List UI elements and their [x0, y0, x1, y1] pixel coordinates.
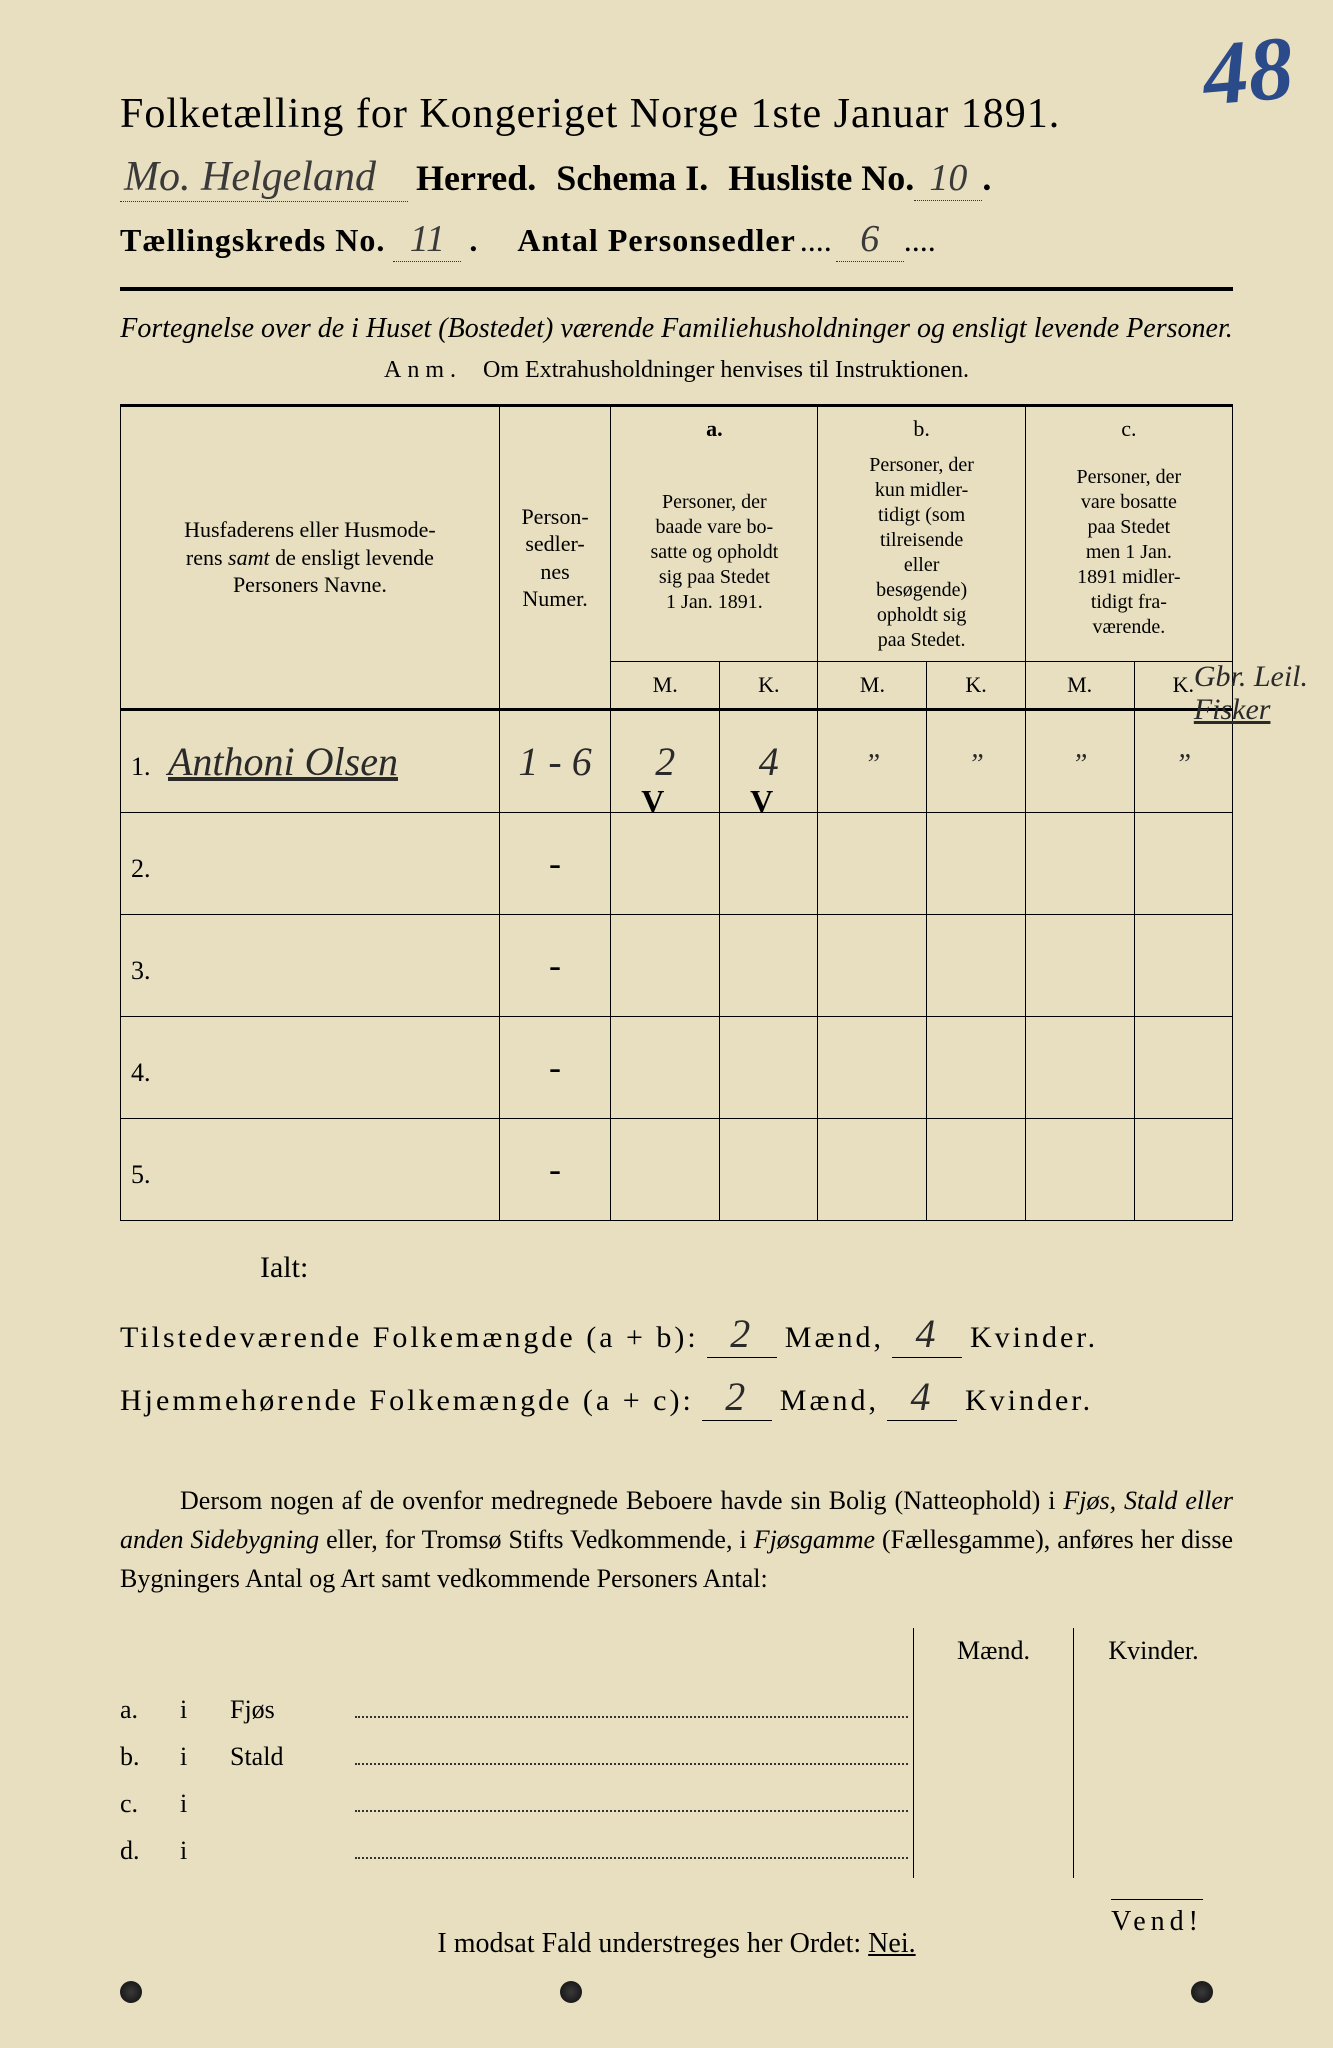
col-c-m: M. — [1025, 661, 1134, 709]
herred-value: Mo. Helgeland — [120, 153, 408, 202]
row2-m: 2 — [702, 1373, 772, 1421]
col-a-k: K. — [720, 661, 818, 709]
page-number-handwritten: 48 — [1199, 16, 1298, 126]
anm-note: Anm. Om Extrahusholdninger henvises til … — [120, 357, 1233, 384]
col-a-label: a. — [706, 416, 723, 441]
totals-section: Ialt: Tilstedeværende Folkemængde (a + b… — [120, 1251, 1233, 1421]
table-row: 3. - — [121, 914, 1233, 1016]
personsedler-label: Antal Personsedler — [517, 222, 795, 259]
header-line-kreds: Tællingskreds No. 11 . Antal Personsedle… — [120, 217, 1233, 262]
margin-note-line2: Fisker — [1194, 693, 1308, 726]
kreds-label: Tællingskreds No. — [120, 222, 385, 259]
divider — [120, 287, 1233, 291]
anm-label: Anm. — [384, 357, 462, 383]
table-row: 4. - — [121, 1016, 1233, 1118]
kvinder-label: Kvinder. — [970, 1321, 1098, 1355]
col-b-label: b. — [913, 416, 930, 441]
kvinder-label: Kvinder. — [965, 1384, 1093, 1418]
punch-hole — [120, 1981, 142, 2003]
row2-k: 4 — [887, 1373, 957, 1421]
kreds-value: 11 — [393, 217, 461, 262]
maend-label: Mænd, — [780, 1384, 879, 1418]
table-row: 1. Anthoni Olsen 1 - 6 2V 4V ” ” ” ” — [121, 709, 1233, 812]
total-present-row: Tilstedeværende Folkemængde (a + b): 2 M… — [120, 1310, 1233, 1358]
nej-word: Nei. — [868, 1928, 915, 1959]
col-c-header: Personer, dervare bosattepaa Stedetmen 1… — [1077, 466, 1182, 638]
modsat-text: I modsat Fald understreges her Ordet: — [437, 1928, 861, 1959]
col-name-header: Husfaderens eller Husmode-rens samt de e… — [184, 517, 436, 597]
sidebuilding-rows: a. i Fjøs b. i Stald c. i d. i — [120, 1628, 913, 1878]
husliste-value: 10 — [914, 156, 982, 201]
maend-label: Mænd, — [785, 1321, 884, 1355]
sidebuilding-mk-cols: Mænd. Kvinder. — [913, 1628, 1233, 1878]
sidebuild-row: b. i Stald — [120, 1737, 913, 1772]
header-line-herred: Mo. Helgeland Herred. Schema I. Husliste… — [120, 153, 1233, 202]
row1-k: 4 — [892, 1310, 962, 1358]
col-a-m: M. — [611, 661, 720, 709]
margin-note-line1: Gbr. Leil. — [1194, 660, 1308, 693]
punch-hole — [1191, 1981, 1213, 2003]
sb-maend-header: Mænd. — [914, 1628, 1073, 1706]
col-b-m: M. — [818, 661, 927, 709]
col-c-label: c. — [1121, 416, 1136, 441]
table-row: 5. - — [121, 1118, 1233, 1220]
household-table: Husfaderens eller Husmode-rens samt de e… — [120, 404, 1233, 1221]
sb-kvinder-header: Kvinder. — [1074, 1628, 1233, 1706]
sidebuilding-table: a. i Fjøs b. i Stald c. i d. i Mænd. Kvi… — [120, 1628, 1233, 1878]
anm-text: Om Extrahusholdninger henvises til Instr… — [483, 357, 969, 383]
personsedler-value: 6 — [836, 217, 904, 262]
col-b-k: K. — [927, 661, 1025, 709]
sidebuild-row: c. i — [120, 1784, 913, 1819]
row1-m: 2 — [707, 1310, 777, 1358]
col-a-header: Personer, derbaade vare bo-satte og opho… — [650, 491, 778, 613]
census-form-page: 48 Folketælling for Kongeriget Norge 1st… — [0, 0, 1333, 2048]
husliste-label: Husliste No. — [728, 157, 914, 199]
col-num-header: Person-sedler-nesNumer. — [521, 504, 588, 612]
table-row: 2. - — [121, 812, 1233, 914]
row2-label: Hjemmehørende Folkemængde (a + c): — [120, 1384, 694, 1418]
col-b-header: Personer, derkun midler-tidigt (somtilre… — [869, 454, 974, 651]
ialt-label: Ialt: — [260, 1251, 1233, 1285]
schema-label: Schema I. — [556, 157, 708, 199]
sidebuilding-paragraph: Dersom nogen af de ovenfor medregnede Be… — [120, 1481, 1233, 1598]
sidebuild-row: a. i Fjøs — [120, 1690, 913, 1725]
modsat-line: I modsat Fald understreges her Ordet: Ne… — [120, 1928, 1233, 1960]
row1-label: Tilstedeværende Folkemængde (a + b): — [120, 1321, 699, 1355]
total-resident-row: Hjemmehørende Folkemængde (a + c): 2 Mæn… — [120, 1373, 1233, 1421]
form-title: Folketælling for Kongeriget Norge 1ste J… — [120, 90, 1233, 138]
punch-hole — [560, 1981, 582, 2003]
sidebuild-row: d. i — [120, 1831, 913, 1866]
vend-label: Vend! — [1111, 1899, 1203, 1938]
form-subtitle: Fortegnelse over de i Huset (Bostedet) v… — [120, 311, 1233, 347]
margin-note: Gbr. Leil. Fisker — [1194, 660, 1308, 726]
herred-label: Herred. — [416, 157, 536, 199]
